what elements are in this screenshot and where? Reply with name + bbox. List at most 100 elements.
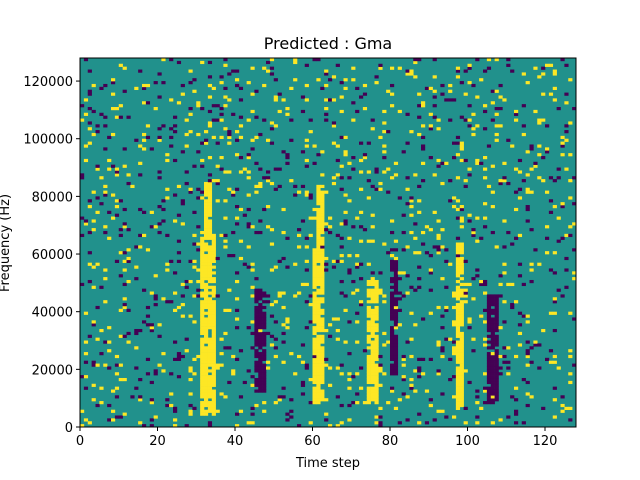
- heatmap-cell: [370, 369, 375, 373]
- heatmap-cell: [448, 262, 453, 266]
- heatmap-cell: [161, 219, 166, 223]
- heatmap-cell: [83, 222, 89, 226]
- heatmap-cell: [269, 268, 275, 272]
- heatmap-cell: [320, 380, 325, 385]
- heatmap-cell: [192, 164, 197, 168]
- heatmap-cell: [529, 346, 534, 350]
- heatmap-cell: [316, 383, 321, 387]
- heatmap-cell: [246, 81, 251, 85]
- heatmap-cell: [200, 317, 205, 321]
- heatmap-cell: [204, 213, 209, 217]
- heatmap-cell: [235, 153, 240, 157]
- heatmap-cell: [347, 271, 352, 275]
- heatmap-cell: [413, 75, 418, 79]
- heatmap-cell: [204, 392, 209, 396]
- heatmap-cell: [486, 311, 492, 315]
- heatmap-cell: [494, 340, 499, 344]
- heatmap-cell: [200, 392, 205, 396]
- heatmap-cell: [258, 369, 263, 373]
- heatmap-cell: [107, 366, 112, 370]
- heatmap-cell: [211, 317, 216, 321]
- heatmap-cell: [525, 352, 530, 356]
- heatmap-cell: [211, 314, 216, 318]
- heatmap-cell: [370, 389, 375, 393]
- heatmap-cell: [200, 277, 205, 281]
- heatmap-cell: [370, 282, 375, 287]
- heatmap-cell: [207, 323, 213, 327]
- heatmap-cell: [312, 380, 317, 385]
- heatmap-cell: [207, 340, 213, 344]
- heatmap-cell: [266, 205, 271, 209]
- heatmap-cell: [173, 291, 178, 295]
- heatmap-cell: [324, 398, 329, 402]
- heatmap-cell: [300, 184, 306, 189]
- heatmap-cell: [138, 207, 143, 212]
- heatmap-cell: [312, 357, 317, 361]
- heatmap-cell: [324, 418, 329, 422]
- heatmap-cell: [475, 239, 480, 243]
- heatmap-cell: [494, 369, 499, 373]
- heatmap-cell: [258, 380, 263, 385]
- heatmap-cell: [157, 135, 162, 140]
- heatmap-cell: [161, 369, 166, 373]
- heatmap-cell: [455, 66, 461, 70]
- heatmap-cell: [459, 363, 464, 367]
- heatmap-cell: [157, 127, 162, 131]
- heatmap-cell: [455, 377, 461, 382]
- heatmap-cell: [266, 176, 271, 180]
- heatmap-cell: [312, 366, 317, 370]
- heatmap-cell: [455, 349, 461, 353]
- heatmap-cell: [374, 311, 379, 315]
- heatmap-cell: [440, 277, 445, 281]
- heatmap-cell: [498, 107, 503, 111]
- heatmap-cell: [80, 216, 85, 220]
- heatmap-cell: [266, 60, 271, 65]
- heatmap-cell: [262, 386, 267, 390]
- heatmap-cell: [180, 83, 185, 88]
- heatmap-cell: [204, 219, 209, 223]
- heatmap-cell: [343, 135, 348, 140]
- heatmap-cell: [262, 83, 267, 88]
- heatmap-cell: [459, 271, 464, 275]
- heatmap-cell: [374, 75, 379, 79]
- heatmap-cell: [184, 337, 189, 341]
- heatmap-cell: [211, 366, 216, 370]
- heatmap-cell: [560, 236, 565, 240]
- heatmap-cell: [370, 328, 375, 333]
- heatmap-cell: [204, 398, 209, 402]
- heatmap-cell: [537, 176, 542, 180]
- heatmap-cell: [359, 300, 364, 304]
- heatmap-cell: [409, 196, 414, 200]
- heatmap-cell: [277, 92, 282, 96]
- heatmap-cell: [335, 317, 340, 321]
- heatmap-cell: [204, 380, 209, 385]
- heatmap-cell: [455, 297, 461, 301]
- heatmap-cell: [91, 323, 96, 327]
- heatmap-cell: [370, 360, 375, 364]
- heatmap-cell: [494, 132, 499, 137]
- heatmap-cell: [533, 66, 538, 70]
- heatmap-cell: [204, 311, 209, 315]
- heatmap-cell: [455, 279, 461, 284]
- heatmap-cell: [246, 222, 251, 226]
- heatmap-cell: [207, 285, 213, 289]
- heatmap-cell: [126, 279, 131, 284]
- heatmap-cell: [529, 279, 534, 284]
- heatmap-cell: [211, 320, 216, 324]
- heatmap-cell: [114, 354, 120, 359]
- heatmap-cell: [374, 187, 379, 191]
- heatmap-cell: [390, 294, 395, 298]
- heatmap-cell: [374, 421, 379, 425]
- heatmap-cell: [494, 395, 499, 399]
- heatmap-cell: [254, 326, 259, 330]
- heatmap-cell: [312, 328, 317, 333]
- heatmap-cell: [517, 343, 523, 347]
- heatmap-cell: [370, 317, 375, 321]
- x-tick-label: 40: [227, 434, 244, 449]
- heatmap-cell: [459, 207, 464, 212]
- heatmap-cell: [134, 366, 139, 370]
- heatmap-cell: [409, 213, 414, 217]
- heatmap-cell: [428, 403, 433, 408]
- heatmap-cell: [370, 297, 375, 301]
- heatmap-cell: [440, 181, 445, 186]
